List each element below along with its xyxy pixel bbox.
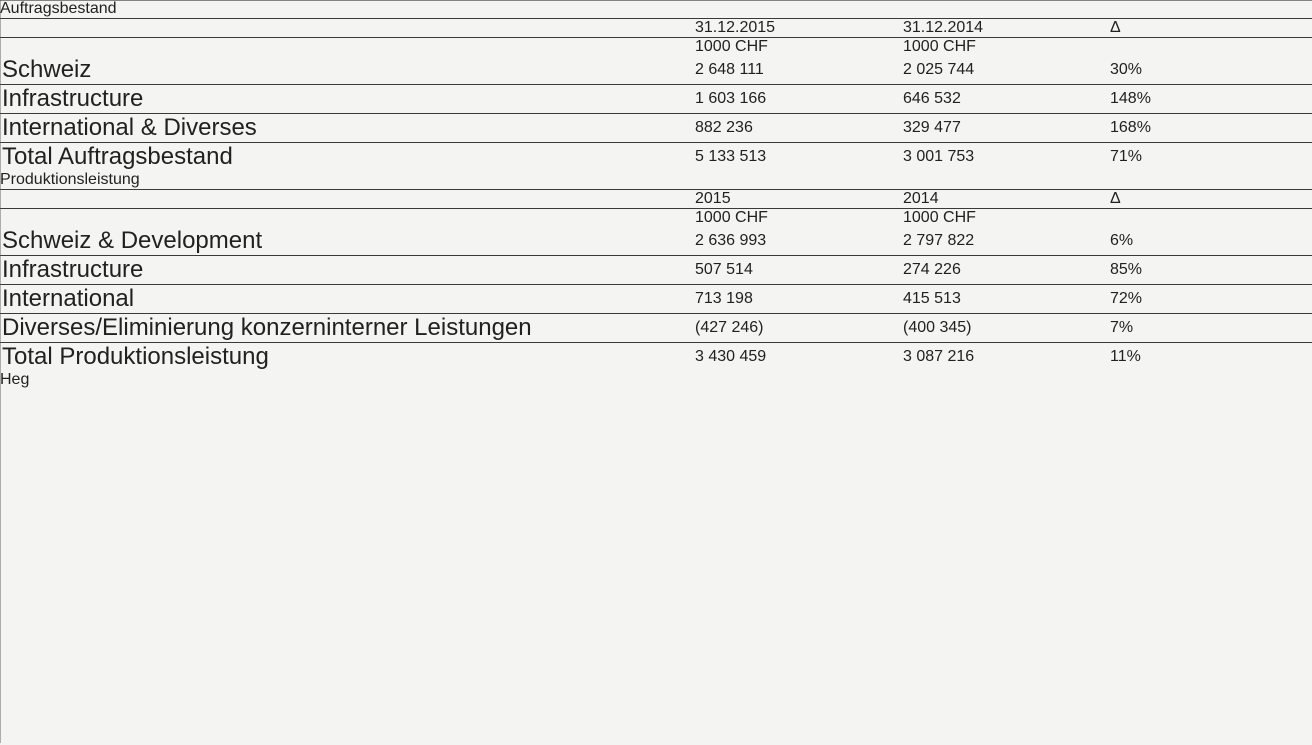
value-2015: 882 236 [695, 119, 753, 136]
section-auftragsbestand-title-row: Auftragsbestand [0, 0, 1312, 19]
top-edge-rule [0, 0, 1312, 1]
units-row: 1000 CHF 1000 CHF [0, 38, 1312, 56]
row-label: International [2, 285, 135, 312]
table-row: Diverses/Eliminierung konzerninterner Le… [0, 314, 1312, 343]
column-header-row: 2015 2014 Δ [0, 190, 1312, 209]
value-2015: 1 603 166 [695, 90, 767, 107]
units-label: 1000 CHF [903, 209, 976, 226]
col-header-2014: 31.12.2014 [903, 19, 984, 36]
watermark: Heg [0, 371, 30, 388]
units-label: 1000 CHF [903, 38, 976, 55]
table-row: International & Diverses 882 236 329 477… [0, 114, 1312, 143]
value-2015: 507 514 [695, 261, 753, 278]
value-delta: 85% [1110, 261, 1143, 278]
value-delta: 168% [1110, 119, 1151, 136]
total-row: Total Produktionsleistung 3 430 459 3 08… [0, 343, 1312, 371]
section-produktionsleistung-title-row: Produktionsleistung [0, 171, 1312, 190]
table-row: Schweiz 2 648 111 2 025 744 30% [0, 56, 1312, 85]
col-header-delta: Δ [1110, 190, 1121, 207]
value-2014: 646 532 [903, 90, 961, 107]
units-label: 1000 CHF [695, 209, 768, 226]
total-2014: 3 087 216 [903, 348, 975, 365]
value-delta: 148% [1110, 90, 1151, 107]
total-label: Total Produktionsleistung [2, 343, 269, 370]
col-header-2015: 31.12.2015 [695, 19, 776, 36]
total-row: Total Auftragsbestand 5 133 513 3 001 75… [0, 143, 1312, 171]
column-header-row: 31.12.2015 31.12.2014 Δ [0, 19, 1312, 38]
section-title: Produktionsleistung [0, 171, 140, 188]
table-row: Infrastructure 507 514 274 226 85% [0, 256, 1312, 285]
value-2015: 2 636 993 [695, 232, 767, 249]
value-2014: 2 025 744 [903, 61, 975, 78]
col-header-2015: 2015 [695, 190, 731, 207]
row-label: Schweiz [2, 56, 92, 83]
col-header-delta: Δ [1110, 19, 1121, 36]
units-row: 1000 CHF 1000 CHF [0, 209, 1312, 227]
row-label: Schweiz & Development [2, 227, 263, 254]
value-2014: 2 797 822 [903, 232, 975, 249]
value-delta: 72% [1110, 290, 1143, 307]
value-2014: (400 345) [903, 319, 972, 336]
row-label: Infrastructure [2, 256, 144, 283]
value-2015: 713 198 [695, 290, 753, 307]
row-label: Diverses/Eliminierung konzerninterner Le… [2, 314, 532, 341]
value-delta: 30% [1110, 61, 1143, 78]
units-label: 1000 CHF [695, 38, 768, 55]
value-2014: 415 513 [903, 290, 961, 307]
col-header-2014: 2014 [903, 190, 939, 207]
total-label: Total Auftragsbestand [2, 143, 233, 170]
total-delta: 71% [1110, 148, 1143, 165]
left-edge-rule [0, 0, 1, 743]
value-2014: 329 477 [903, 119, 961, 136]
value-2015: (427 246) [695, 319, 764, 336]
row-label: Infrastructure [2, 85, 144, 112]
table-row: Infrastructure 1 603 166 646 532 148% [0, 85, 1312, 114]
value-2014: 274 226 [903, 261, 961, 278]
total-2015: 5 133 513 [695, 148, 767, 165]
value-delta: 7% [1110, 319, 1134, 336]
total-2015: 3 430 459 [695, 348, 767, 365]
table-row: Schweiz & Development 2 636 993 2 797 82… [0, 227, 1312, 256]
value-2015: 2 648 111 [695, 61, 764, 78]
section-title: Auftragsbestand [0, 0, 117, 17]
total-delta: 11% [1110, 348, 1141, 365]
value-delta: 6% [1110, 232, 1134, 249]
total-2014: 3 001 753 [903, 148, 975, 165]
row-label: International & Diverses [2, 114, 257, 141]
table-row: International 713 198 415 513 72% [0, 285, 1312, 314]
